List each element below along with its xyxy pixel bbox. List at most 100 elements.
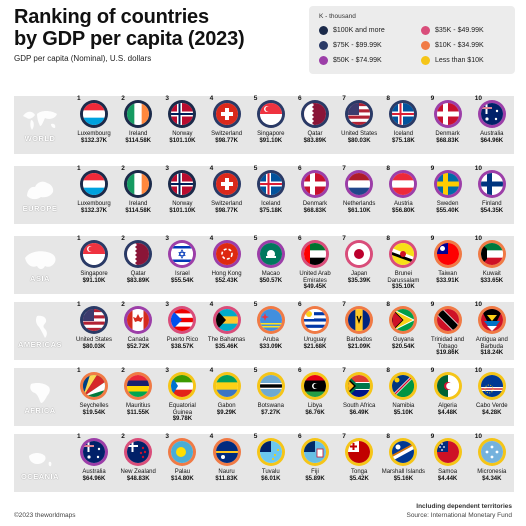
tier-ring: 1 bbox=[77, 95, 108, 128]
gdp-value: $49.45K bbox=[303, 284, 327, 290]
country-name: Cabo Verde bbox=[475, 403, 508, 409]
gdp-value: $101.10K bbox=[169, 207, 196, 214]
legend-label: $10K - $34.99K bbox=[435, 42, 484, 49]
flag-icon bbox=[215, 309, 238, 331]
country-entry: 4 Switzerland $98.77K bbox=[205, 95, 249, 145]
flag-icon bbox=[127, 173, 150, 195]
gdp-value: $101.10K bbox=[169, 137, 196, 144]
rank-number: 5 bbox=[253, 301, 258, 308]
legend-label: $50K - $74.99K bbox=[333, 57, 382, 64]
gdp-value: $68.83K bbox=[436, 137, 459, 144]
country-entry: 10 Finland $54.35K bbox=[470, 165, 514, 215]
subtitle: GDP per capita (Nominal), U.S. dollars bbox=[14, 54, 152, 63]
tier-ring: 9 bbox=[431, 367, 462, 400]
gdp-value: $80.03K bbox=[347, 137, 371, 144]
page-title: Ranking of countries by GDP per capita (… bbox=[14, 6, 245, 50]
country-name: Canada bbox=[127, 337, 149, 343]
flag-icon bbox=[436, 103, 459, 125]
tier-ring: 10 bbox=[475, 235, 506, 268]
gdp-value: $35.46K bbox=[215, 343, 238, 350]
tier-ring: 2 bbox=[121, 95, 153, 128]
country-entry: 9 Taiwan $33.91K bbox=[426, 235, 470, 285]
flag-icon bbox=[480, 243, 503, 265]
country-name: Australia bbox=[480, 131, 504, 137]
country-name: Antigua and Barbuda bbox=[475, 337, 508, 350]
country-name: Luxembourg bbox=[77, 131, 111, 137]
gdp-value: $6.01K bbox=[261, 475, 281, 482]
country-entry: 5 Botswana $7.27K bbox=[249, 367, 293, 417]
country-name: Nauru bbox=[218, 469, 235, 475]
rank-number: 4 bbox=[209, 235, 214, 242]
flag-icon bbox=[436, 243, 459, 265]
rank-number: 8 bbox=[386, 367, 391, 374]
tier-ring: 9 bbox=[431, 301, 462, 334]
flag-icon bbox=[215, 173, 238, 195]
tier-ring: 9 bbox=[431, 433, 462, 466]
region-name: AFRICA bbox=[24, 405, 56, 415]
legend-label: $35K - $49.99K bbox=[435, 27, 484, 34]
rank-number: 3 bbox=[165, 235, 170, 242]
flag-icon bbox=[171, 103, 194, 125]
country-entry: 6 Uruguay $21.68K bbox=[293, 301, 337, 351]
country-entry: 10 Micronesia $4.34K bbox=[470, 433, 514, 483]
country-entry: 7 South Africa $6.49K bbox=[337, 367, 381, 417]
legend-item: $50K - $74.99K bbox=[319, 56, 382, 65]
region-name: OCEANIA bbox=[20, 471, 60, 481]
country-entry: 5 Aruba $33.09K bbox=[249, 301, 293, 351]
gdp-value: $114.58K bbox=[125, 137, 152, 144]
rank-number: 8 bbox=[386, 165, 391, 172]
country-name: Denmark bbox=[302, 201, 328, 207]
gdp-value: $50.57K bbox=[259, 277, 283, 284]
tier-ring: 5 bbox=[254, 433, 285, 466]
flag-icon bbox=[171, 309, 194, 331]
legend-item: $75K - $99.99K bbox=[319, 41, 382, 50]
rank-number: 2 bbox=[121, 235, 125, 242]
rank-number: 7 bbox=[342, 433, 346, 440]
gdp-value: $5.10K bbox=[393, 409, 414, 416]
flag-icon bbox=[215, 243, 238, 265]
title-line-1: Ranking of countries bbox=[14, 6, 209, 28]
flag-icon bbox=[480, 375, 503, 397]
gdp-value: $132.37K bbox=[80, 207, 108, 214]
gdp-value: $83.89K bbox=[126, 277, 150, 284]
country-name: Austria bbox=[394, 201, 413, 207]
gdp-value: $38.57K bbox=[171, 343, 194, 350]
country-name: Fiji bbox=[311, 469, 319, 475]
tier-ring: 8 bbox=[386, 235, 418, 268]
gdp-value: $6.76K bbox=[305, 409, 325, 416]
country-entry: 2 Ireland $114.58K bbox=[116, 165, 160, 215]
country-entry: 9 Trinidad and Tobago $19.86K bbox=[426, 301, 470, 357]
flag-icon bbox=[436, 173, 459, 195]
flag-icon bbox=[171, 441, 194, 463]
region-label: OCEANIA bbox=[14, 434, 66, 492]
flag-icon bbox=[215, 375, 238, 397]
rank-number: 9 bbox=[430, 95, 435, 102]
gdp-value: $132.37K bbox=[80, 137, 108, 144]
country-name: Botswana bbox=[257, 403, 284, 409]
gdp-value: $9.78K bbox=[172, 416, 193, 422]
gdp-value: $54.35K bbox=[480, 207, 504, 214]
legend-item: $35K - $49.99K bbox=[421, 26, 484, 35]
country-name: Switzerland bbox=[211, 201, 243, 207]
country-entry: 3 Puerto Rico $38.57K bbox=[160, 301, 204, 351]
tier-ring: 10 bbox=[475, 301, 506, 334]
region-name: ASIA bbox=[30, 273, 50, 283]
flag-icon bbox=[304, 309, 326, 331]
flag-icon bbox=[127, 243, 150, 265]
gdp-value: $21.68K bbox=[303, 343, 327, 350]
tier-ring: 1 bbox=[77, 235, 108, 268]
country-name: Barbados bbox=[346, 337, 373, 343]
rank-number: 2 bbox=[121, 433, 125, 440]
country-name: Namibia bbox=[392, 403, 415, 409]
region-map-icon bbox=[30, 382, 50, 403]
flag-icon bbox=[436, 441, 459, 463]
country-name: Switzerland bbox=[211, 131, 243, 137]
tier-ring: 3 bbox=[165, 433, 197, 466]
rank-number: 10 bbox=[474, 95, 483, 102]
flag-icon bbox=[83, 103, 105, 125]
legend-label: Less than $10K bbox=[435, 57, 484, 64]
country-entry: 8 Austria $56.80K bbox=[381, 165, 425, 215]
country-entry: 9 Samoa $4.44K bbox=[426, 433, 470, 483]
tier-ring: 1 bbox=[77, 433, 108, 466]
flag-icon bbox=[127, 375, 150, 397]
